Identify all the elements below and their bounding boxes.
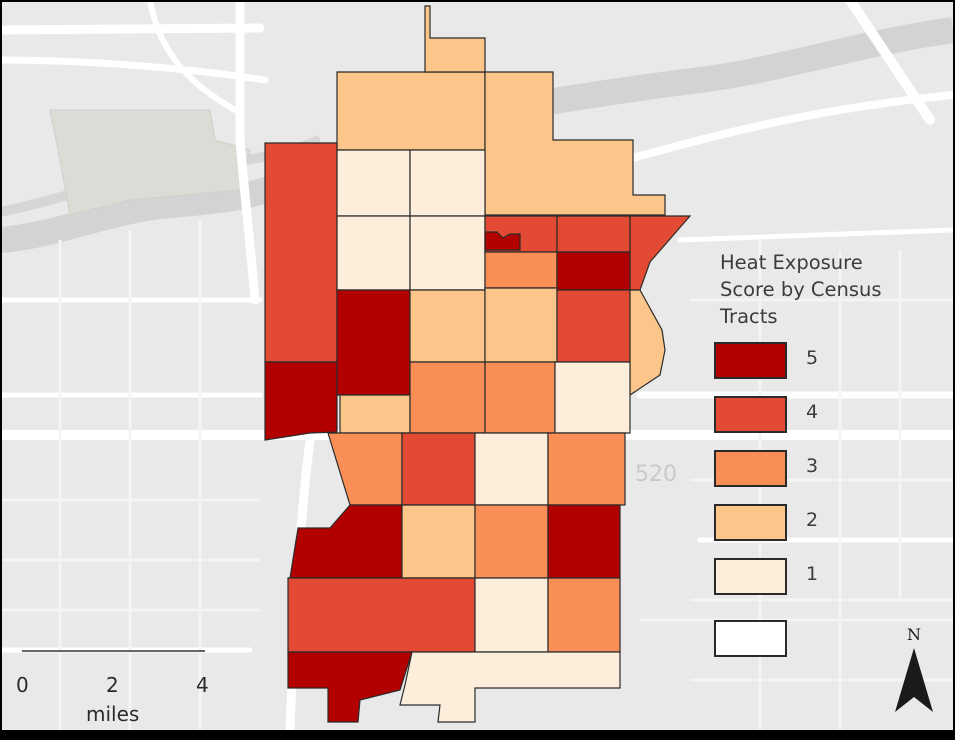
tract: [484, 71, 666, 216]
census-tracts: [264, 5, 692, 723]
tract: [264, 142, 338, 363]
tract: [554, 361, 631, 434]
tract: [474, 577, 549, 653]
tract: [556, 289, 631, 363]
road-label: 520: [635, 462, 677, 487]
tract: [547, 504, 621, 579]
tract: [336, 289, 411, 396]
tract: [409, 361, 486, 434]
airport-area: [49, 109, 251, 216]
scale-tick: 4: [196, 673, 209, 697]
legend-swatch: [714, 450, 787, 487]
tract: [484, 361, 556, 434]
legend-swatch: [714, 342, 787, 379]
north-label: N: [907, 625, 921, 644]
tract: [424, 5, 486, 73]
legend-item-1: 1: [714, 558, 874, 600]
tract: [401, 504, 476, 579]
legend-label: 1: [806, 563, 819, 585]
legend-label: 4: [806, 401, 819, 423]
legend-swatch: [714, 558, 787, 595]
tract: [399, 651, 621, 723]
legend-item-no-data: [714, 620, 874, 662]
tract: [547, 432, 626, 506]
tract: [409, 149, 486, 217]
tract: [484, 251, 558, 289]
tract: [327, 432, 403, 506]
legend-item-5: 5: [714, 342, 874, 384]
legend-label: 2: [806, 509, 819, 531]
scale-tick: 2: [106, 673, 119, 697]
tract: [484, 231, 521, 251]
legend-label: 3: [806, 455, 819, 477]
tract: [339, 394, 411, 434]
legend-swatch: [714, 620, 787, 657]
tract: [287, 577, 476, 653]
scale-tick: 0: [16, 673, 29, 697]
tract: [474, 432, 549, 506]
tract: [409, 289, 486, 363]
legend-title: Heat Exposure Score by Census Tracts: [720, 251, 882, 328]
tract: [401, 432, 476, 506]
tract: [556, 215, 631, 253]
legend-swatch: [714, 396, 787, 433]
tract: [264, 361, 338, 441]
legend-label: 5: [806, 347, 819, 369]
legend-swatch: [714, 504, 787, 541]
north-arrow-icon: [895, 648, 933, 712]
map-canvas[interactable]: 520 Heat Exposure Score by Census Tracts…: [2, 2, 953, 730]
tract: [336, 149, 411, 217]
legend-item-4: 4: [714, 396, 874, 438]
legend-item-3: 3: [714, 450, 874, 492]
tract: [474, 504, 549, 579]
tract: [287, 651, 413, 723]
legend-item-2: 2: [714, 504, 874, 546]
basemap-svg: [2, 2, 953, 730]
tract: [289, 504, 403, 579]
tract: [629, 215, 692, 291]
tract: [547, 577, 621, 653]
minor-roads: [2, 220, 953, 730]
tract: [336, 71, 486, 151]
tract: [484, 287, 558, 363]
tract: [556, 251, 631, 291]
scale-unit: miles: [86, 702, 140, 726]
tract: [629, 289, 666, 397]
tract: [409, 215, 486, 291]
tract: [336, 215, 411, 291]
